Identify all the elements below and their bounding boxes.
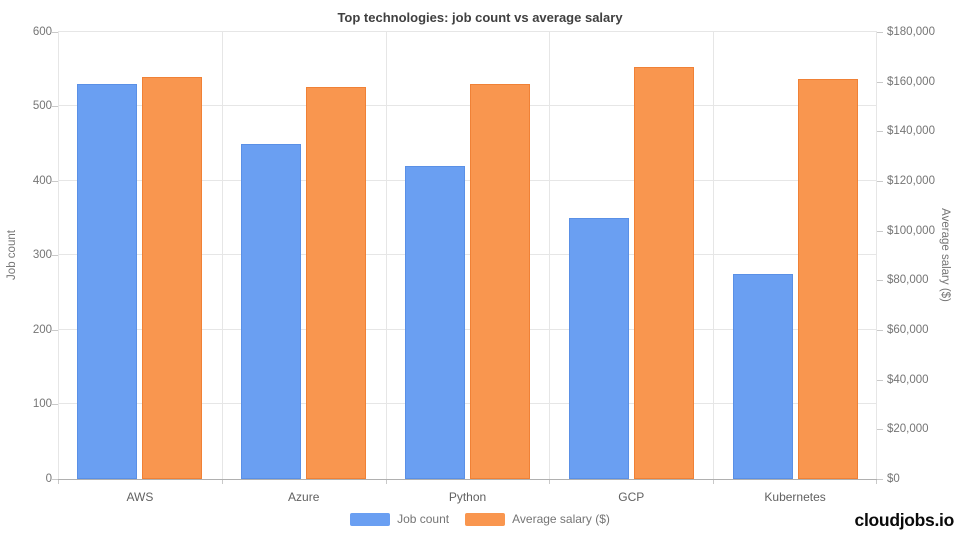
right-axis-tick-mark [877, 231, 883, 232]
x-axis-tick-mark [713, 480, 714, 484]
x-axis-tick-mark [876, 480, 877, 484]
legend-swatch [465, 512, 506, 526]
left-axis-tick-mark [52, 404, 58, 405]
left-axis-tick-mark [52, 330, 58, 331]
legend-item-avg-salary: Average salary ($) [465, 512, 610, 526]
bar-group-azure [222, 32, 386, 479]
right-axis-tick-mark [877, 280, 883, 281]
right-axis-tick-label: $0 [887, 473, 900, 485]
left-axis-tick-label: 0 [45, 473, 52, 485]
bar-python-job-count [404, 166, 465, 479]
left-axis-tick-label: 300 [32, 249, 52, 261]
left-axis-tick-mark [52, 32, 58, 33]
right-axis-tick-label: $40,000 [887, 374, 929, 386]
bar-kubernetes-job-count [732, 274, 793, 479]
right-axis-tick-label: $120,000 [887, 175, 935, 187]
x-axis-tick-mark [386, 480, 387, 484]
right-axis-tick-mark [877, 380, 883, 381]
right-axis-tick-mark [877, 32, 883, 33]
bar-kubernetes-avg-salary [797, 79, 858, 479]
right-axis-tick-label: $160,000 [887, 76, 935, 88]
right-axis-tick-mark [877, 131, 883, 132]
chart-title: Top technologies: job count vs average s… [337, 10, 623, 25]
gridline-horizontal [58, 105, 877, 106]
bar-python-avg-salary [469, 84, 530, 479]
gridline-horizontal [58, 31, 877, 32]
right-axis-tick-mark [877, 479, 883, 480]
category-label-aws: AWS [126, 490, 154, 504]
x-axis-tick-mark [222, 480, 223, 484]
bar-gcp-job-count [568, 218, 629, 479]
gridline-horizontal [58, 254, 877, 255]
brand-logo: cloudjobs.io [854, 510, 955, 530]
gridline-vertical [876, 32, 877, 479]
left-axis-tick-mark [52, 255, 58, 256]
gridline-horizontal [58, 329, 877, 330]
right-axis-tick-mark [877, 181, 883, 182]
category-label-azure: Azure [288, 490, 320, 504]
left-axis-tick-label: 600 [32, 26, 52, 38]
bar-azure-job-count [241, 144, 302, 479]
right-axis-tick-mark [877, 330, 883, 331]
bar-groups [58, 32, 877, 479]
bar-group-aws [58, 32, 222, 479]
right-axis-tick-label: $180,000 [887, 26, 935, 38]
legend-item-job-count: Job count [350, 512, 449, 526]
bar-azure-avg-salary [306, 87, 367, 479]
gridline-vertical [549, 32, 550, 479]
left-axis-tick-label: 500 [32, 100, 52, 112]
right-axis-tick-mark [877, 82, 883, 83]
gridline-vertical [58, 32, 59, 479]
gridline-horizontal [58, 403, 877, 404]
legend-swatch [350, 512, 391, 526]
right-axis-tick-label: $60,000 [887, 324, 929, 336]
x-axis-tick-mark [549, 480, 550, 484]
right-axis-tick-label: $100,000 [887, 225, 935, 237]
gridline-vertical [713, 32, 714, 479]
right-axis-tick-label: $140,000 [887, 125, 935, 137]
legend-label: Average salary ($) [512, 512, 610, 526]
left-axis-tick-label: 100 [32, 398, 52, 410]
bar-group-python [386, 32, 550, 479]
category-label-kubernetes: Kubernetes [764, 490, 826, 504]
bar-aws-job-count [77, 84, 138, 479]
left-axis-tick-mark [52, 106, 58, 107]
category-label-python: Python [448, 490, 487, 504]
legend: Job count Average salary ($) [0, 512, 960, 526]
bar-gcp-avg-salary [633, 67, 694, 479]
bar-aws-avg-salary [142, 77, 203, 479]
gridline-horizontal [58, 180, 877, 181]
right-axis-tick-mark [877, 429, 883, 430]
x-axis-tick-mark [58, 480, 59, 484]
bar-group-gcp [549, 32, 713, 479]
right-axis-tick-label: $20,000 [887, 423, 929, 435]
legend-label: Job count [397, 512, 450, 526]
left-axis-tick-mark [52, 181, 58, 182]
left-axis-tick-label: 400 [32, 175, 52, 187]
right-axis-title: Average salary ($) [939, 208, 951, 302]
category-label-gcp: GCP [618, 490, 645, 504]
bar-group-kubernetes [713, 32, 877, 479]
gridline-vertical [386, 32, 387, 479]
right-axis-tick-label: $80,000 [887, 274, 929, 286]
gridline-vertical [222, 32, 223, 479]
plot-area [58, 31, 877, 480]
left-axis-tick-label: 200 [32, 324, 52, 336]
left-axis-tick-mark [52, 479, 58, 480]
